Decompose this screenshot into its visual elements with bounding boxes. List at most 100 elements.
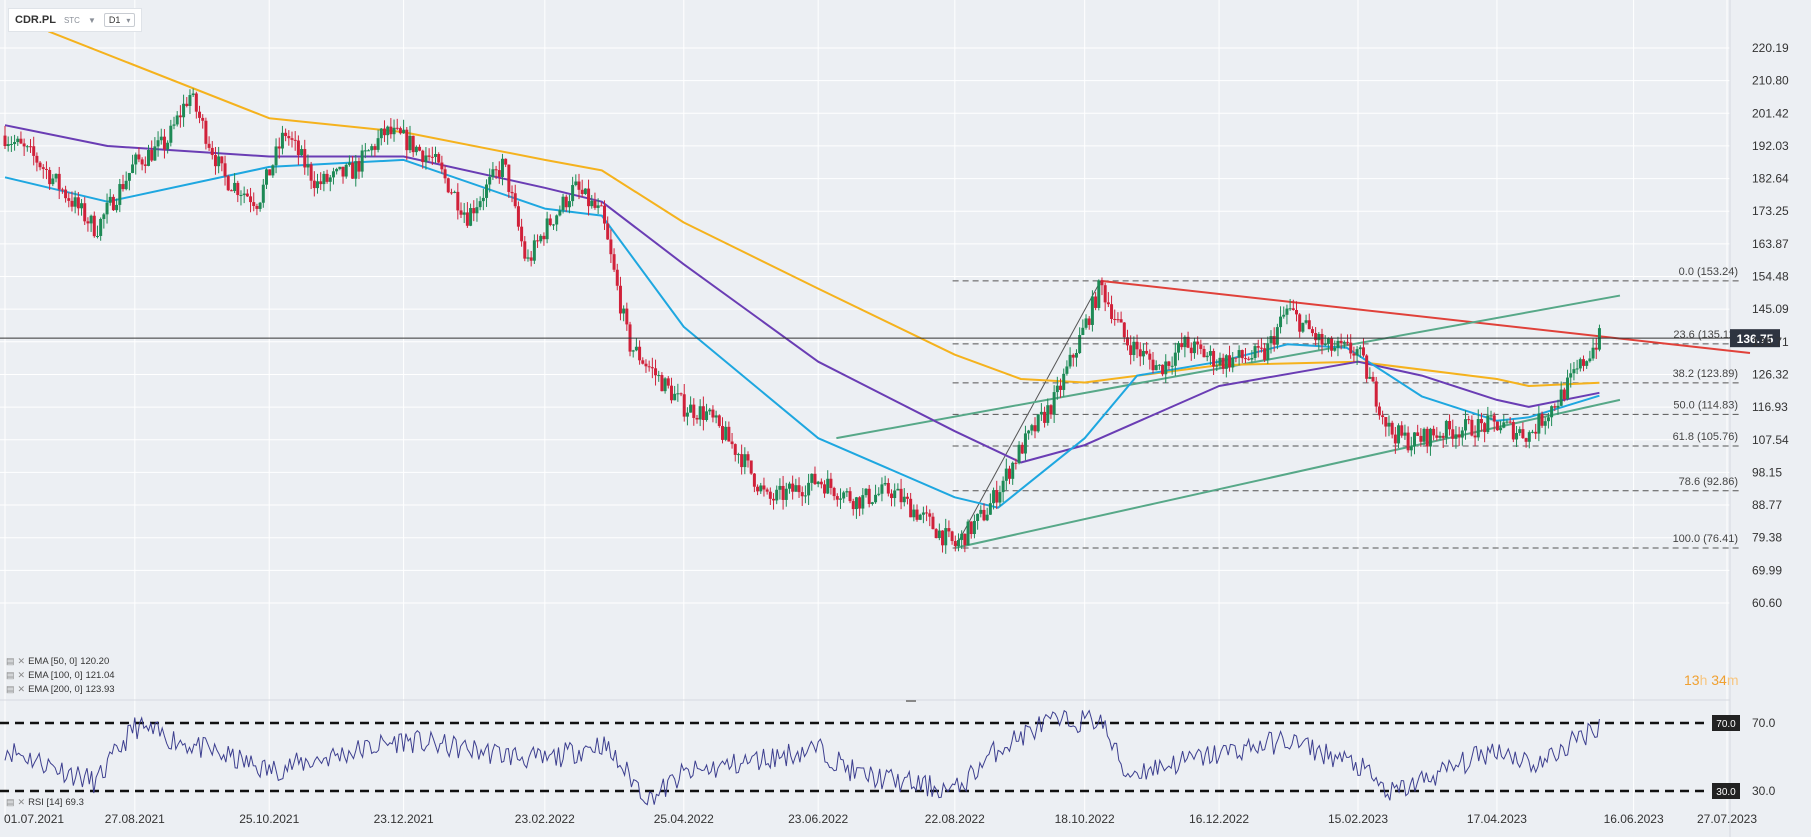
candle-body: [261, 184, 265, 203]
candle-body: [494, 169, 498, 171]
settings-icon[interactable]: ▤: [6, 684, 15, 694]
rsi-level-label: 70.0: [1716, 719, 1736, 730]
timeframe-value: D1: [108, 15, 121, 25]
candle-body: [1585, 361, 1589, 366]
candle-body: [657, 375, 661, 377]
candle-body: [507, 164, 511, 192]
candle-body: [1416, 432, 1420, 436]
candle-body: [1569, 373, 1573, 378]
x-tick-label: 22.08.2022: [925, 812, 985, 826]
rsi-level-tag: [1712, 715, 1740, 731]
indicator-legend-ema100[interactable]: ▤ ✕ EMA [100, 0] 121.04: [6, 670, 115, 681]
candle-body: [701, 406, 705, 421]
candle-body: [1508, 421, 1512, 423]
candle-body: [972, 520, 976, 535]
indicator-label: EMA [50, 0]: [28, 656, 78, 667]
candle-body: [1492, 415, 1496, 422]
y-tick-label: 182.64: [1752, 172, 1789, 186]
settings-icon[interactable]: ▤: [6, 670, 15, 680]
fib-level-label: 0.0 (153.24): [1679, 266, 1738, 278]
candle-body: [1097, 280, 1101, 308]
candle-body: [1342, 341, 1346, 344]
indicator-legend-ema50[interactable]: ▤ ✕ EMA [50, 0] 120.20: [6, 656, 109, 667]
settings-icon[interactable]: ▤: [6, 656, 15, 666]
candle-body: [992, 490, 996, 504]
indicator-value: 120.20: [80, 656, 110, 667]
candle-body: [414, 146, 418, 153]
candle-body: [934, 529, 938, 539]
candle-body: [440, 162, 444, 170]
candle-body: [736, 454, 740, 456]
candle-body: [1228, 355, 1232, 368]
candle-body: [1521, 429, 1525, 439]
candle-body: [1355, 349, 1359, 356]
candle-body: [730, 441, 734, 445]
time-axis[interactable]: 01.07.2021 27.08.2021 25.10.2021 23.12.2021…: [4, 812, 1757, 826]
candle-body: [1412, 432, 1416, 447]
candle-body: [1310, 329, 1314, 334]
candle-body: [328, 177, 332, 182]
candle-body: [1094, 296, 1098, 308]
candle-body: [1269, 336, 1273, 344]
indicator-label: EMA [200, 0]: [28, 684, 83, 695]
candle-body: [1062, 373, 1066, 390]
resistance-line: [1100, 279, 1751, 354]
candle-body: [382, 128, 386, 136]
candle-body: [1422, 428, 1426, 442]
candle-body: [988, 503, 992, 515]
timeframe-select[interactable]: D1 ▾: [103, 13, 136, 27]
symbol-dropdown-icon[interactable]: ▼: [87, 15, 96, 25]
close-icon[interactable]: ✕: [17, 797, 26, 807]
candle-body: [1170, 365, 1174, 367]
candle-body: [838, 498, 842, 500]
candle-body: [418, 146, 422, 151]
close-icon[interactable]: ✕: [17, 670, 26, 680]
rsi-line: [4, 709, 1600, 806]
candle-body: [1537, 413, 1541, 434]
candle-body: [277, 146, 281, 149]
candle-body: [504, 158, 508, 165]
indicator-legend-ema200[interactable]: ▤ ✕ EMA [200, 0] 123.93: [6, 684, 115, 695]
candle-body: [756, 486, 760, 492]
candle-body: [1008, 468, 1011, 479]
candle-body: [1393, 434, 1397, 444]
main-panel-bg: [0, 0, 1730, 700]
candle-body: [705, 411, 709, 421]
candle-body: [654, 368, 658, 376]
rsi-axis-label: 30.0: [1752, 784, 1776, 798]
close-icon[interactable]: ✕: [17, 684, 26, 694]
candle-body: [22, 143, 26, 147]
candle-body: [226, 176, 230, 191]
candle-body: [1167, 361, 1171, 366]
candle-body: [233, 182, 237, 192]
settings-icon[interactable]: ▤: [6, 797, 15, 807]
symbol-name[interactable]: CDR.PL: [15, 14, 56, 26]
candle-body: [1365, 355, 1369, 379]
candle-body: [921, 512, 925, 515]
candle-body: [851, 501, 855, 510]
indicator-legend-rsi[interactable]: ▤ ✕ RSI [14] 69.3: [6, 797, 84, 808]
candle-body: [245, 193, 249, 197]
candle-body: [1460, 430, 1464, 438]
candle-body: [1199, 344, 1203, 349]
candle-body: [140, 159, 144, 165]
candle-body: [1336, 340, 1340, 348]
candle-body: [1371, 376, 1375, 382]
candle-body: [1014, 462, 1018, 464]
close-icon[interactable]: ✕: [17, 656, 26, 666]
candle-body: [1591, 347, 1595, 359]
x-tick-label: 23.06.2022: [788, 812, 848, 826]
price-axis[interactable]: 220.19 210.80 201.42 192.03 182.64 173.25 163.…: [1752, 41, 1789, 610]
candle-body: [354, 161, 358, 179]
candle-body: [258, 202, 262, 209]
candle-body: [1556, 405, 1560, 408]
candle-body: [137, 154, 141, 160]
panel-resize-handle[interactable]: [906, 700, 916, 702]
candle-body: [1543, 421, 1547, 426]
candle-body: [749, 460, 753, 474]
candle-body: [743, 454, 747, 468]
candle-body: [634, 346, 638, 351]
candle-body: [1157, 364, 1161, 366]
candle-body: [1036, 414, 1040, 432]
